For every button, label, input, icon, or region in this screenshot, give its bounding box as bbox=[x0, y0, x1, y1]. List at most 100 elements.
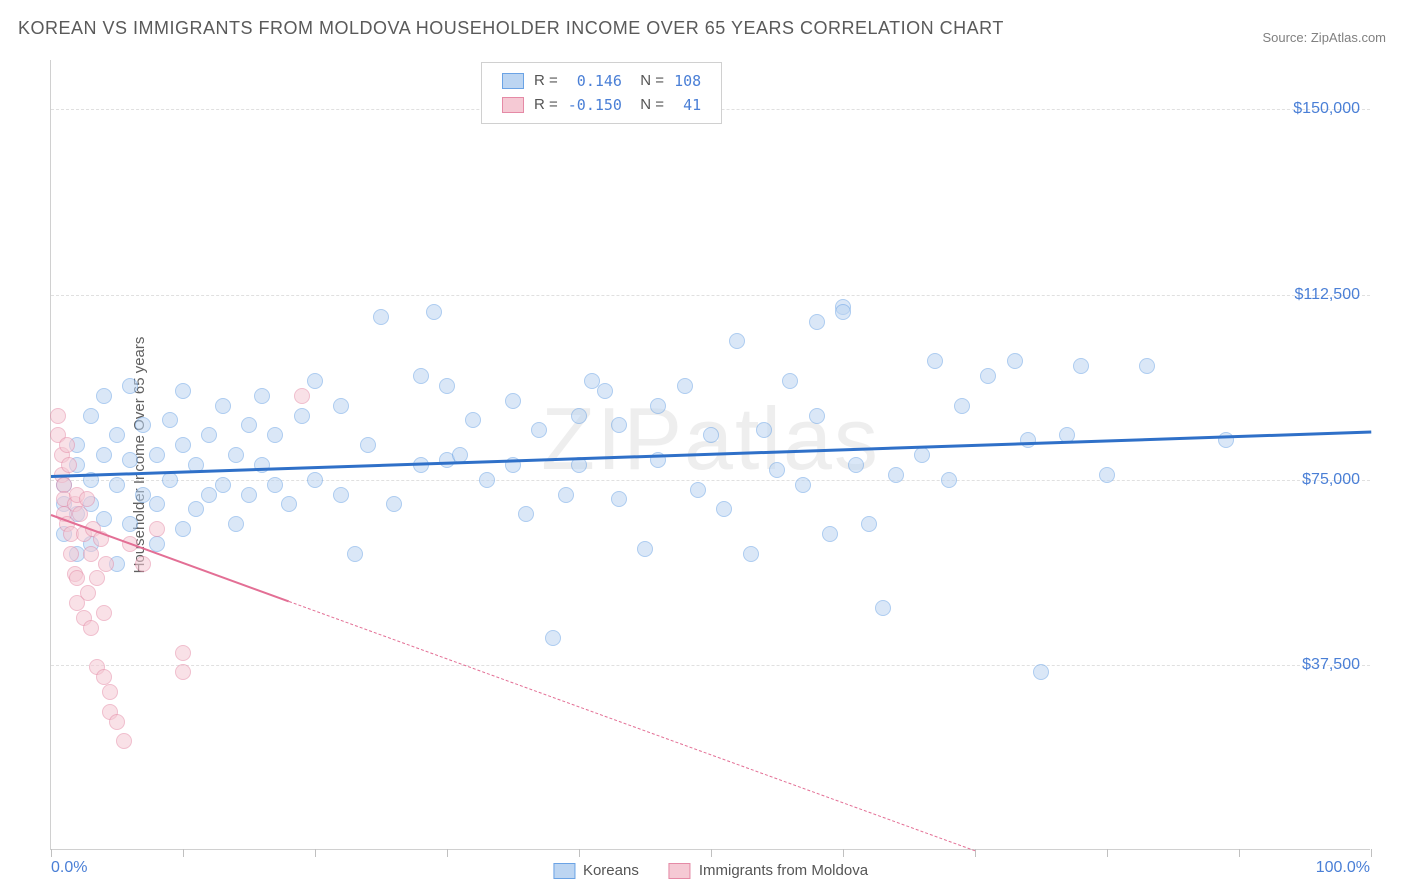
legend-swatch bbox=[502, 97, 524, 113]
y-tick-label: $150,000 bbox=[1293, 100, 1360, 118]
data-point bbox=[79, 491, 95, 507]
data-point bbox=[716, 501, 732, 517]
data-point bbox=[96, 669, 112, 685]
data-point bbox=[109, 714, 125, 730]
data-point bbox=[413, 368, 429, 384]
n-value: 41 bbox=[674, 93, 701, 117]
data-point bbox=[1033, 664, 1049, 680]
legend-label: Koreans bbox=[583, 862, 639, 879]
data-point bbox=[135, 417, 151, 433]
data-point bbox=[1099, 467, 1115, 483]
data-point bbox=[954, 398, 970, 414]
r-value: -0.150 bbox=[568, 93, 622, 117]
data-point bbox=[175, 521, 191, 537]
stats-legend-row: R = 0.146 N =108 bbox=[502, 69, 701, 93]
data-point bbox=[571, 408, 587, 424]
data-point bbox=[386, 496, 402, 512]
scatter-plot-area: ZIPatlas Householder Income Over 65 year… bbox=[50, 60, 1370, 850]
data-point bbox=[162, 412, 178, 428]
data-point bbox=[822, 526, 838, 542]
data-point bbox=[465, 412, 481, 428]
data-point bbox=[241, 417, 257, 433]
trend-line bbox=[288, 601, 975, 851]
data-point bbox=[109, 427, 125, 443]
data-point bbox=[1020, 432, 1036, 448]
data-point bbox=[307, 472, 323, 488]
data-point bbox=[927, 353, 943, 369]
data-point bbox=[228, 447, 244, 463]
data-point bbox=[102, 684, 118, 700]
data-point bbox=[267, 427, 283, 443]
data-point bbox=[426, 304, 442, 320]
data-point bbox=[122, 452, 138, 468]
data-point bbox=[69, 570, 85, 586]
legend-swatch bbox=[553, 863, 575, 879]
data-point bbox=[677, 378, 693, 394]
data-point bbox=[175, 664, 191, 680]
data-point bbox=[980, 368, 996, 384]
data-point bbox=[861, 516, 877, 532]
y-tick-label: $37,500 bbox=[1302, 656, 1360, 674]
stats-legend-row: R =-0.150 N = 41 bbox=[502, 93, 701, 117]
data-point bbox=[690, 482, 706, 498]
data-point bbox=[373, 309, 389, 325]
data-point bbox=[80, 585, 96, 601]
data-point bbox=[96, 605, 112, 621]
legend-item: Koreans bbox=[553, 862, 639, 879]
legend-swatch bbox=[669, 863, 691, 879]
x-tick bbox=[183, 849, 184, 857]
data-point bbox=[769, 462, 785, 478]
data-point bbox=[729, 333, 745, 349]
data-point bbox=[294, 408, 310, 424]
data-point bbox=[360, 437, 376, 453]
data-point bbox=[888, 467, 904, 483]
legend-swatch bbox=[502, 73, 524, 89]
data-point bbox=[201, 427, 217, 443]
data-point bbox=[307, 373, 323, 389]
data-point bbox=[809, 314, 825, 330]
data-point bbox=[188, 501, 204, 517]
y-tick-label: $112,500 bbox=[1294, 286, 1360, 304]
data-point bbox=[597, 383, 613, 399]
data-point bbox=[122, 516, 138, 532]
x-tick bbox=[1107, 849, 1108, 857]
x-axis-min-label: 0.0% bbox=[51, 859, 87, 877]
data-point bbox=[72, 506, 88, 522]
data-point bbox=[175, 645, 191, 661]
data-point bbox=[281, 496, 297, 512]
data-point bbox=[1139, 358, 1155, 374]
gridline bbox=[51, 665, 1370, 666]
x-tick bbox=[315, 849, 316, 857]
data-point bbox=[162, 472, 178, 488]
data-point bbox=[637, 541, 653, 557]
data-point bbox=[149, 496, 165, 512]
r-label: R = bbox=[534, 69, 558, 93]
data-point bbox=[611, 417, 627, 433]
data-point bbox=[215, 477, 231, 493]
data-point bbox=[149, 521, 165, 537]
data-point bbox=[743, 546, 759, 562]
x-tick bbox=[1239, 849, 1240, 857]
data-point bbox=[518, 506, 534, 522]
data-point bbox=[50, 408, 66, 424]
data-point bbox=[914, 447, 930, 463]
data-point bbox=[98, 556, 114, 572]
data-point bbox=[267, 477, 283, 493]
data-point bbox=[333, 487, 349, 503]
x-tick bbox=[579, 849, 580, 857]
data-point bbox=[347, 546, 363, 562]
x-tick bbox=[447, 849, 448, 857]
source-attribution: Source: ZipAtlas.com bbox=[1262, 30, 1386, 45]
data-point bbox=[215, 398, 231, 414]
gridline bbox=[51, 295, 1370, 296]
x-tick bbox=[843, 849, 844, 857]
data-point bbox=[756, 422, 772, 438]
data-point bbox=[294, 388, 310, 404]
data-point bbox=[795, 477, 811, 493]
data-point bbox=[241, 487, 257, 503]
gridline bbox=[51, 480, 1370, 481]
x-axis-max-label: 100.0% bbox=[1316, 859, 1370, 877]
data-point bbox=[254, 388, 270, 404]
data-point bbox=[1007, 353, 1023, 369]
stats-legend: R = 0.146 N =108R =-0.150 N = 41 bbox=[481, 62, 722, 124]
